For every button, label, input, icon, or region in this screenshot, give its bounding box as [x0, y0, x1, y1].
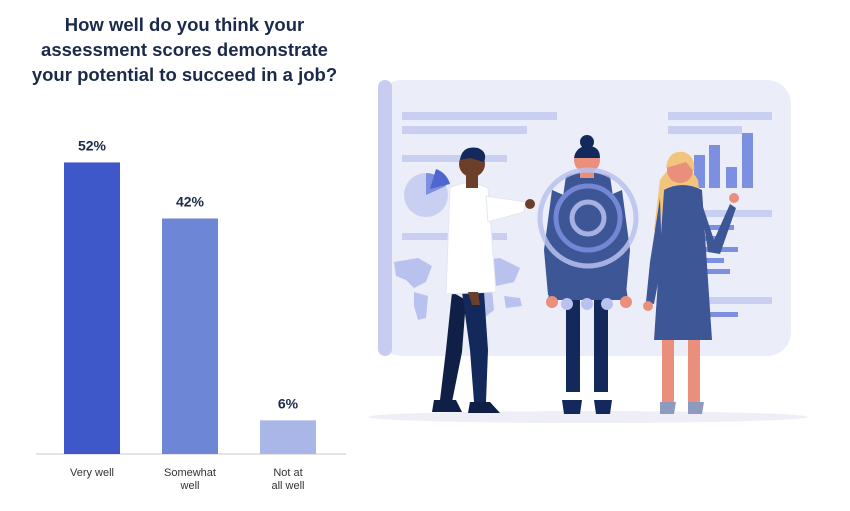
- center-woman-figure: [537, 135, 639, 414]
- category-label-line: Very well: [70, 467, 114, 479]
- bar-value-label-2: 42%: [176, 194, 205, 210]
- bar-2: [162, 218, 218, 454]
- category-label-line: all well: [271, 480, 304, 492]
- category-label-line: Somewhat: [164, 467, 216, 479]
- chart-title-line-3: your potential to succeed in a job?: [31, 64, 338, 85]
- floor-shadow: [368, 411, 808, 423]
- dashboard-panel-edge: [378, 80, 392, 356]
- chart-title: How well do you think your assessment sc…: [12, 12, 357, 87]
- category-label-2: Somewhat well: [164, 467, 216, 492]
- mini-bar-chart-icon: [694, 133, 753, 188]
- bar-chart: 52% Very well 42% Somewhat well 6% Not at all w…: [36, 137, 346, 492]
- panel-text-bar: [402, 126, 527, 134]
- panel-text-bar: [668, 210, 772, 217]
- category-label-line: Not at: [273, 467, 302, 479]
- bar-3: [260, 420, 316, 454]
- panel-text-bar: [402, 112, 557, 120]
- bar-1: [64, 162, 120, 454]
- panel-text-bar: [402, 155, 507, 162]
- chart-title-line-1: How well do you think your: [64, 14, 305, 35]
- category-label-3: Not at all well: [271, 467, 304, 492]
- right-woman-figure: [643, 151, 739, 414]
- chart-title-line-2: assessment scores demonstrate: [41, 39, 328, 60]
- panel-text-bar: [668, 112, 772, 120]
- panel-text-bar: [668, 297, 772, 304]
- panel-text-bar: [668, 126, 742, 134]
- category-label-line: well: [180, 480, 200, 492]
- bar-value-label-3: 6%: [278, 395, 299, 411]
- category-label-1: Very well: [70, 467, 114, 479]
- bar-value-label-1: 52%: [78, 137, 107, 153]
- man-figure: [432, 147, 535, 413]
- pie-chart-icon: [404, 169, 450, 217]
